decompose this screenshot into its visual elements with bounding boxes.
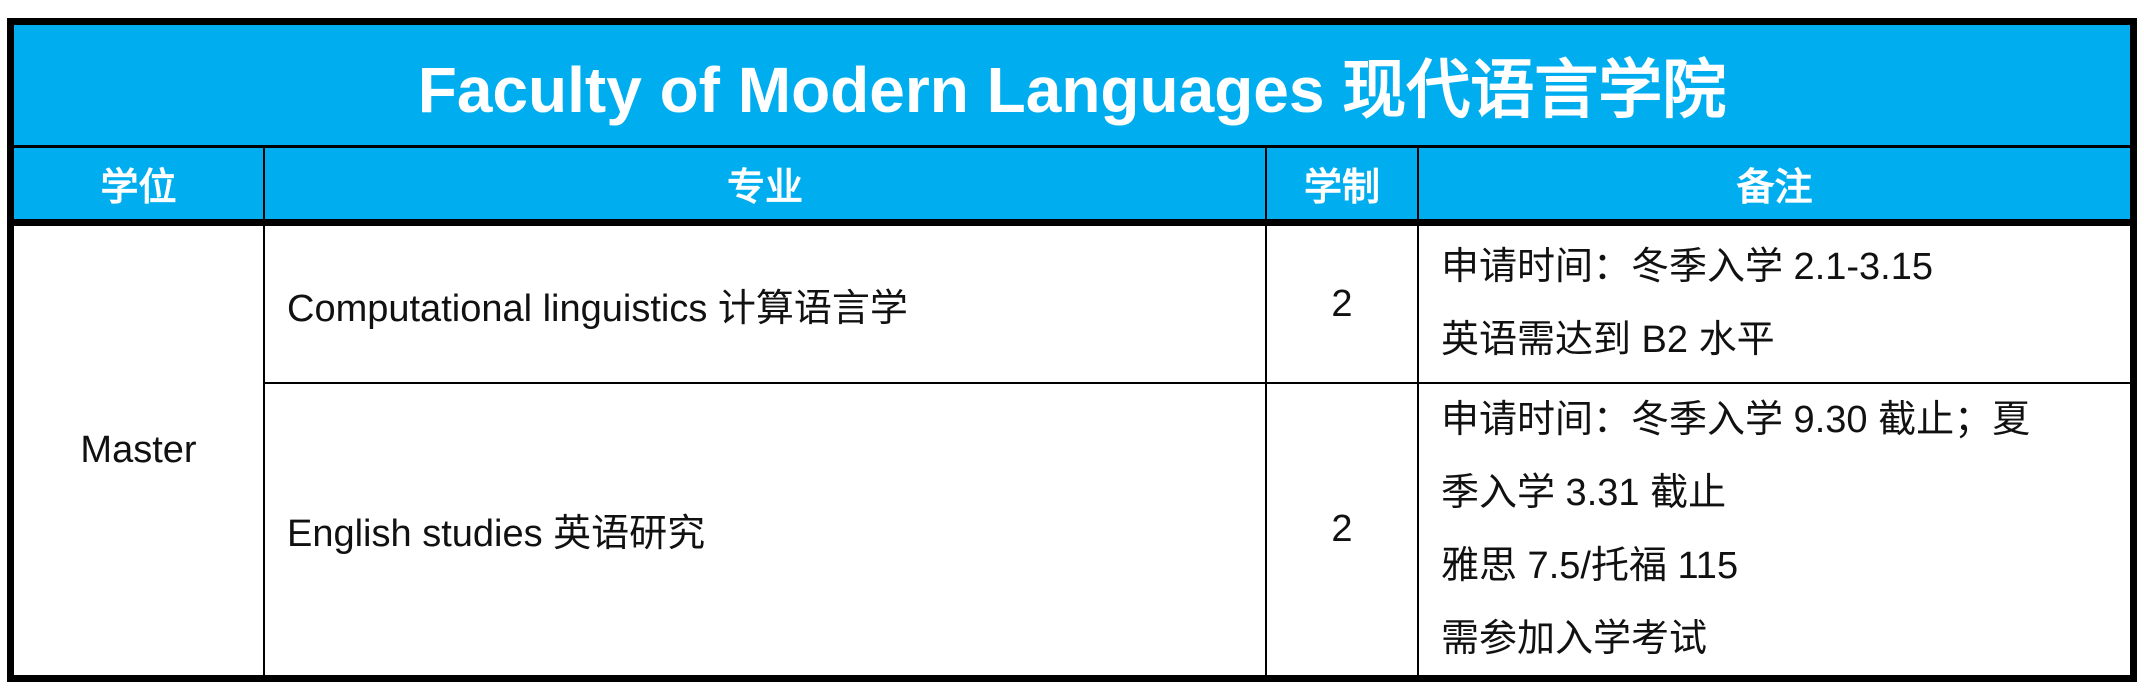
note-line: 需参加入学考试 (1441, 617, 1708, 660)
major-cell: English studies 英语研究 (287, 513, 706, 555)
note-line: 雅思 7.5/托福 115 (1441, 544, 1739, 587)
header-degree: 学位 (100, 167, 177, 209)
row-divider (263, 382, 2130, 384)
duration-cell: 2 (1331, 282, 1353, 325)
header-major: 专业 (263, 148, 1265, 219)
faculty-program-table: Faculty of Modern Languages 现代语言学院 学位 专业… (7, 18, 2137, 682)
header-duration: 学制 (1265, 148, 1417, 219)
notes-cell: 申请时间：冬季入学 9.30 截止；夏 季入学 3.31 截止 雅思 7.5/托… (1419, 384, 2130, 675)
note-line: 季入学 3.31 截止 (1441, 471, 1727, 514)
note-line: 申请时间：冬季入学 9.30 截止；夏 (1441, 398, 2031, 441)
degree-cell: Master (80, 429, 197, 471)
major-cell: Computational linguistics 计算语言学 (287, 287, 908, 330)
note-line: 申请时间：冬季入学 2.1-3.15 (1441, 246, 1933, 288)
notes-cell: 申请时间：冬季入学 2.1-3.15 英语需达到 B2 水平 (1419, 226, 2130, 382)
duration-cell: 2 (1331, 508, 1353, 550)
table-title: Faculty of Modern Languages 现代语言学院 (14, 25, 2130, 148)
note-line: 英语需达到 B2 水平 (1441, 319, 1775, 361)
header-row: 学位 专业 学制 备注 (14, 148, 2130, 226)
header-notes: 备注 (1417, 148, 2130, 219)
